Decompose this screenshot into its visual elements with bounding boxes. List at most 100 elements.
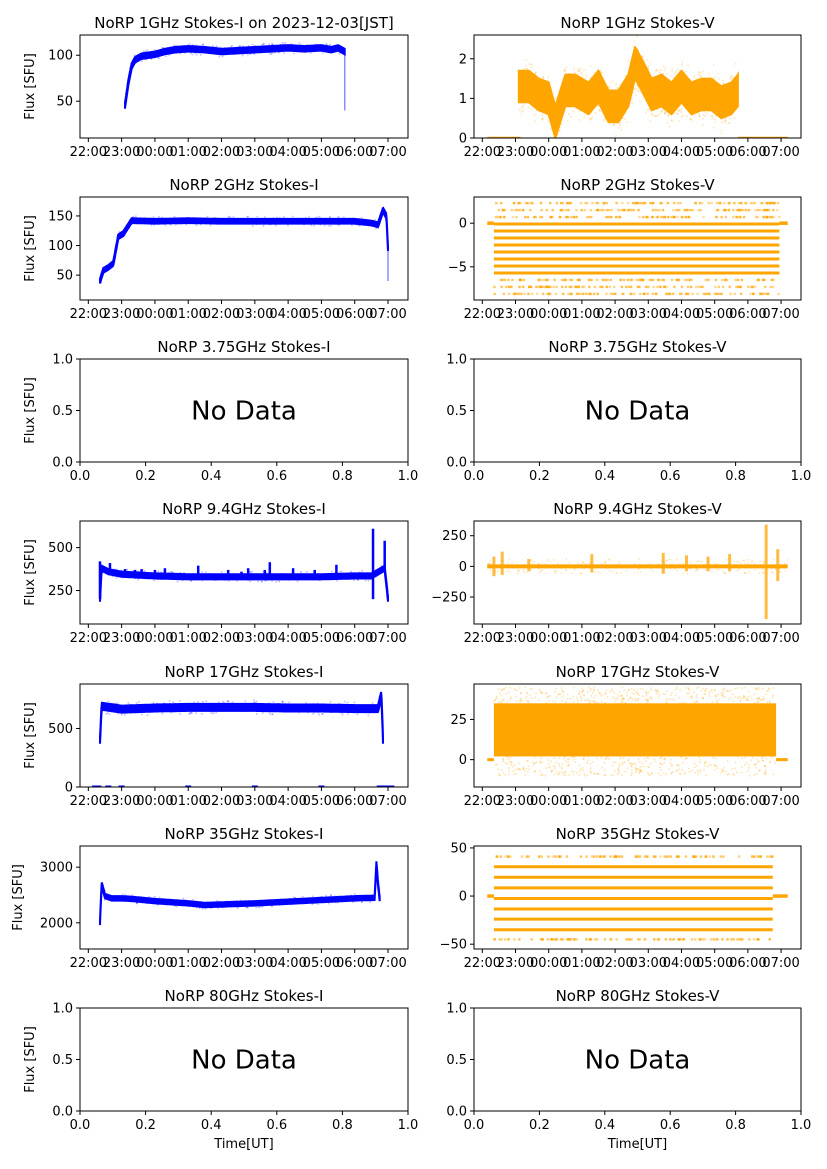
series-band	[517, 45, 739, 138]
sparse-point	[747, 208, 751, 212]
data-point	[743, 697, 745, 700]
data-point	[566, 693, 569, 696]
data-point	[546, 114, 549, 116]
data-point	[580, 71, 582, 74]
sparse-point	[770, 215, 773, 219]
sparse-point	[506, 285, 509, 289]
data-point	[733, 99, 736, 102]
data-point	[742, 696, 745, 698]
data-point	[655, 692, 658, 695]
data-point	[216, 906, 218, 908]
data-point	[487, 562, 490, 565]
sparse-point	[737, 208, 740, 212]
sparse-point	[585, 855, 588, 858]
data-point	[597, 773, 600, 775]
x-tick-label: 0.2	[529, 1118, 550, 1133]
data-point	[547, 766, 550, 769]
data-point	[730, 83, 733, 86]
sparse-point	[568, 278, 572, 282]
data-point	[145, 577, 148, 580]
data-point	[581, 687, 583, 689]
series-band	[99, 206, 389, 284]
data-point	[726, 690, 729, 692]
data-point	[176, 709, 179, 711]
data-point	[113, 707, 115, 710]
data-point	[778, 568, 781, 570]
sparse-point	[656, 208, 660, 212]
data-point	[298, 901, 300, 904]
sparse-point	[765, 201, 768, 205]
sparse-point	[715, 201, 719, 205]
data-point	[486, 565, 489, 568]
data-point	[274, 703, 277, 706]
sparse-point	[607, 208, 610, 212]
data-point	[506, 701, 509, 703]
data-point	[688, 689, 691, 691]
data-point	[145, 58, 148, 61]
data-point	[252, 903, 255, 906]
data-point	[555, 761, 557, 764]
data-point	[576, 73, 579, 75]
data-point	[361, 901, 363, 904]
data-point	[635, 764, 637, 766]
data-point	[366, 574, 369, 576]
data-point	[647, 564, 650, 566]
data-point	[638, 565, 640, 568]
data-point	[334, 895, 337, 898]
sparse-point	[589, 938, 592, 941]
data-point	[289, 903, 292, 906]
data-point	[722, 110, 724, 113]
data-point	[293, 45, 295, 47]
data-point	[354, 893, 356, 895]
sparse-point	[673, 215, 676, 219]
data-point	[646, 693, 648, 695]
data-point	[584, 774, 586, 777]
data-point	[362, 711, 365, 713]
data-point	[270, 902, 273, 904]
data-point	[624, 112, 626, 115]
data-point	[180, 577, 182, 580]
data-point	[616, 773, 619, 775]
data-point	[700, 689, 703, 692]
data-point	[571, 102, 573, 105]
sparse-point	[632, 208, 636, 212]
sparse-point	[503, 278, 507, 282]
data-point	[667, 87, 670, 90]
data-point	[578, 692, 581, 695]
data-point	[275, 218, 278, 220]
data-point	[340, 897, 343, 900]
data-point	[262, 43, 265, 45]
data-point	[570, 82, 572, 85]
data-point	[508, 558, 511, 561]
data-point	[521, 700, 524, 703]
data-point	[272, 576, 275, 579]
data-point	[187, 44, 190, 47]
data-point	[718, 114, 720, 116]
y-tick-label: 0	[459, 753, 467, 768]
data-point	[632, 566, 634, 569]
data-point	[666, 122, 669, 124]
sparse-point	[637, 201, 640, 205]
data-point	[296, 709, 299, 711]
data-point	[370, 706, 373, 709]
data-point	[724, 117, 727, 120]
data-point	[730, 86, 732, 89]
data-point	[270, 48, 273, 50]
data-point	[263, 42, 265, 45]
data-point	[199, 901, 201, 904]
data-point	[717, 83, 720, 85]
data-point	[581, 563, 583, 565]
data-point	[225, 219, 227, 222]
x-tick-label: 03:00	[236, 307, 273, 322]
data-point	[234, 223, 237, 225]
data-point	[689, 118, 692, 120]
data-point	[532, 764, 535, 767]
data-point	[582, 689, 585, 691]
data-point	[120, 897, 123, 900]
sparse-point	[652, 855, 656, 858]
data-point	[598, 70, 601, 73]
data-point	[107, 709, 110, 711]
data-layer	[487, 201, 788, 296]
sparse-point	[547, 292, 551, 296]
y-tick-label: 1.0	[52, 1002, 73, 1017]
